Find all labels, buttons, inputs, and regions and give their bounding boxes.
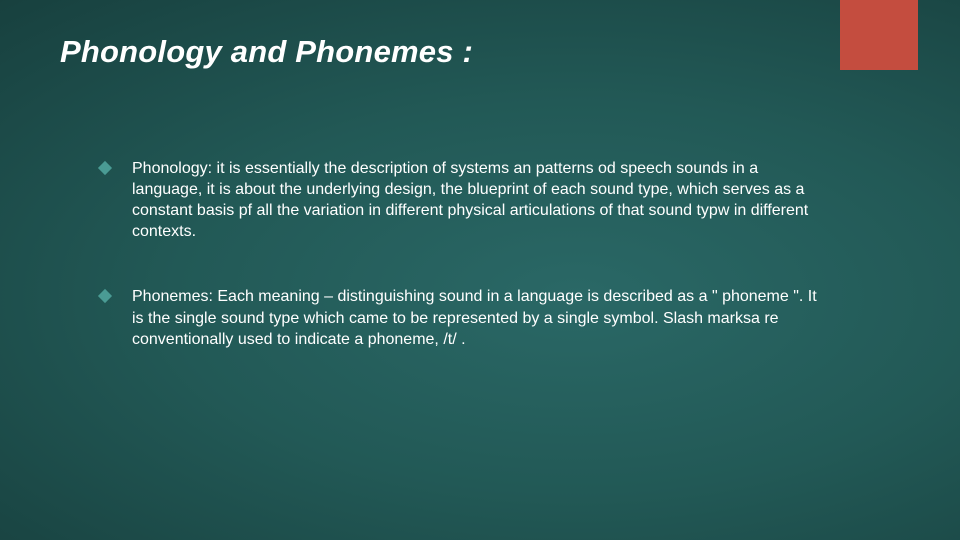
slide-container: Phonology and Phonemes : Phonology: it i… <box>0 0 960 540</box>
list-item: Phonology: it is essentially the descrip… <box>100 158 820 242</box>
bullet-list: Phonology: it is essentially the descrip… <box>60 158 900 350</box>
diamond-bullet-icon <box>98 289 112 303</box>
slide-title: Phonology and Phonemes : <box>60 34 900 70</box>
diamond-bullet-icon <box>98 161 112 175</box>
bullet-text: Phonemes: Each meaning – distinguishing … <box>132 286 820 349</box>
bullet-text: Phonology: it is essentially the descrip… <box>132 158 820 242</box>
list-item: Phonemes: Each meaning – distinguishing … <box>100 286 820 349</box>
